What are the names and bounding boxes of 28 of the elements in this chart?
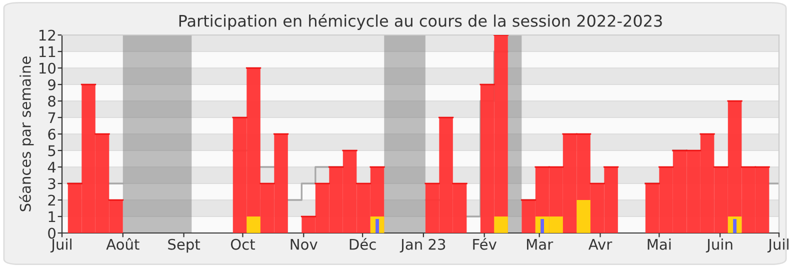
y-axis-title: Séances par semaine [19, 56, 34, 212]
x-tick-label: Déc [350, 238, 376, 250]
x-tick-label: Sept [168, 238, 200, 253]
x-tick-label: Mar [527, 239, 554, 250]
y-tick-label: 8 [48, 96, 56, 107]
x-tick-label: Oct [230, 238, 255, 250]
y-tick-label: 1 [48, 211, 56, 222]
x-tick-label: Août [106, 238, 140, 250]
y-tick-label: 4 [48, 162, 56, 173]
x-tick-label: Juin [706, 238, 732, 253]
y-tick-label: 9 [48, 79, 56, 90]
y-tick-label: 11 [39, 46, 56, 58]
chart-title: Participation en hémicycle au cours de la session 2022-2023 [179, 14, 662, 30]
y-tick-label: 3 [48, 178, 56, 190]
x-tick-label: Nov [290, 239, 318, 250]
x-tick-label: Juil [767, 238, 788, 253]
x-tick-label: Jan 23 [400, 238, 446, 253]
y-tick-label: 2 [48, 194, 55, 206]
x-tick-label: Avr [588, 239, 612, 250]
y-tick-label: 0 [48, 228, 56, 239]
y-tick-label: 5 [48, 145, 56, 156]
y-tick-label: 7 [48, 112, 56, 124]
x-tick-label: Fév [473, 238, 496, 250]
x-tick-label: Juil [50, 238, 72, 253]
y-tick-label: 10 [39, 62, 56, 74]
y-tick-label: 6 [48, 128, 56, 140]
x-tick-label: Mai [648, 238, 671, 250]
y-tick-label: 12 [39, 30, 55, 41]
